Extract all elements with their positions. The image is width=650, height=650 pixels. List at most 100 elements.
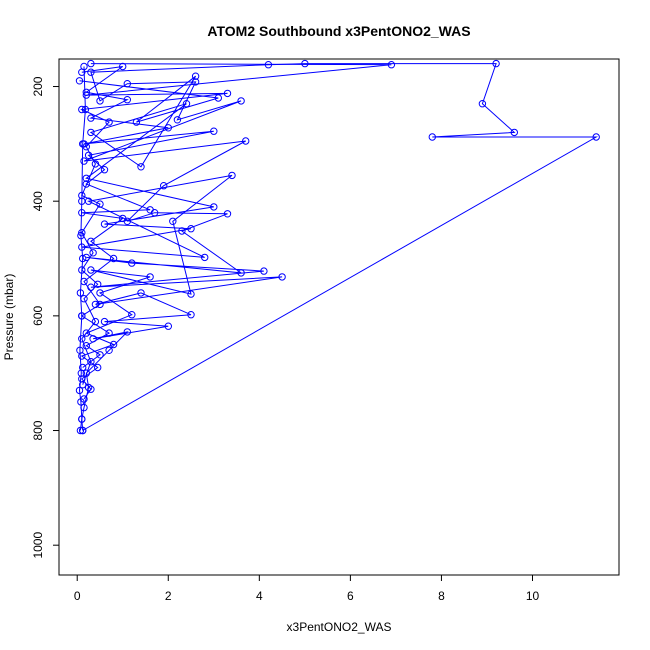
data-point xyxy=(278,273,286,281)
series-5 xyxy=(75,62,90,435)
data-point xyxy=(87,358,95,366)
data-point xyxy=(100,317,109,326)
data-point xyxy=(94,280,102,288)
data-point xyxy=(81,105,90,114)
data-point xyxy=(75,386,84,395)
data-point xyxy=(87,59,95,68)
data-point xyxy=(91,317,100,326)
data-point xyxy=(94,363,102,372)
series-line xyxy=(80,66,214,368)
data-point xyxy=(91,160,100,168)
data-point xyxy=(164,322,173,330)
data-point xyxy=(87,128,95,137)
data-point xyxy=(78,335,86,343)
series-2 xyxy=(75,72,236,403)
data-point xyxy=(105,346,113,354)
data-point xyxy=(89,249,97,257)
data-point xyxy=(79,426,87,435)
data-point xyxy=(96,97,104,105)
data-point xyxy=(96,200,104,208)
data-point xyxy=(77,231,85,240)
x-axis-label: x3PentONO2_WAS xyxy=(287,620,392,634)
data-point xyxy=(84,383,93,392)
data-point xyxy=(210,127,218,135)
data-point xyxy=(96,289,104,297)
chart-title: ATOM2 Southbound x3PentONO2_WAS xyxy=(207,23,470,39)
x-tick-label: 8 xyxy=(438,589,445,603)
data-point xyxy=(242,137,250,145)
data-point xyxy=(223,89,232,98)
x-tick-label: 2 xyxy=(165,589,172,603)
data-point xyxy=(164,124,173,132)
data-point xyxy=(128,259,136,267)
y-tick-label: 400 xyxy=(31,191,45,211)
data-point xyxy=(82,180,91,188)
series-line xyxy=(81,63,599,431)
x-tick-label: 6 xyxy=(347,589,354,603)
series-line xyxy=(79,75,233,400)
data-point xyxy=(100,220,109,228)
data-point xyxy=(82,88,91,97)
data-point xyxy=(173,116,182,124)
data-point xyxy=(160,182,168,190)
data-point xyxy=(105,118,113,126)
data-point xyxy=(237,97,245,105)
data-point xyxy=(260,267,268,275)
data-point xyxy=(77,398,85,406)
series-line xyxy=(78,66,86,431)
x-tick-label: 0 xyxy=(74,589,81,603)
series-1 xyxy=(78,59,600,435)
data-point xyxy=(510,128,518,137)
data-point xyxy=(80,157,88,165)
data-point xyxy=(123,328,132,336)
data-point xyxy=(75,77,84,85)
data-point xyxy=(80,62,88,71)
data-point xyxy=(492,59,500,68)
data-point xyxy=(78,312,86,320)
data-point xyxy=(128,311,136,319)
data-point xyxy=(387,60,396,69)
y-tick-label: 600 xyxy=(31,306,45,326)
x-axis: 0 2 4 6 8 10 xyxy=(74,574,540,603)
data-point xyxy=(109,254,118,263)
data-point xyxy=(76,289,85,297)
series-layer xyxy=(75,59,600,435)
data-point xyxy=(78,229,86,237)
data-point xyxy=(187,290,195,298)
data-point xyxy=(109,340,118,349)
data-point xyxy=(77,369,86,377)
data-point xyxy=(76,426,85,435)
data-point xyxy=(96,351,104,359)
data-point xyxy=(146,206,154,214)
data-point xyxy=(87,237,95,246)
data-point xyxy=(79,140,87,148)
data-point xyxy=(137,289,145,297)
x-tick-label: 10 xyxy=(526,589,540,603)
y-tick-label: 800 xyxy=(31,420,45,440)
data-point xyxy=(87,114,95,122)
data-point xyxy=(301,59,309,68)
y-tick-label: 200 xyxy=(31,76,45,96)
y-axis: 200 400 600 800 1000 xyxy=(31,76,60,559)
data-point xyxy=(187,311,195,319)
data-point xyxy=(137,163,145,171)
data-point xyxy=(182,100,191,108)
data-point xyxy=(96,300,104,309)
data-point xyxy=(146,273,154,281)
data-point xyxy=(87,385,95,393)
data-point xyxy=(210,203,218,211)
data-point xyxy=(592,133,600,141)
data-point xyxy=(82,91,91,99)
x-tick-label: 4 xyxy=(256,589,263,603)
data-point xyxy=(79,381,87,389)
data-point xyxy=(223,210,232,218)
series-4 xyxy=(78,59,396,389)
data-point xyxy=(123,96,132,104)
data-point xyxy=(428,133,436,141)
data-point xyxy=(87,68,95,76)
data-point xyxy=(132,118,141,126)
data-point xyxy=(237,269,245,277)
data-point xyxy=(191,72,200,80)
data-point xyxy=(478,100,487,108)
y-tick-label: 1000 xyxy=(31,532,45,559)
